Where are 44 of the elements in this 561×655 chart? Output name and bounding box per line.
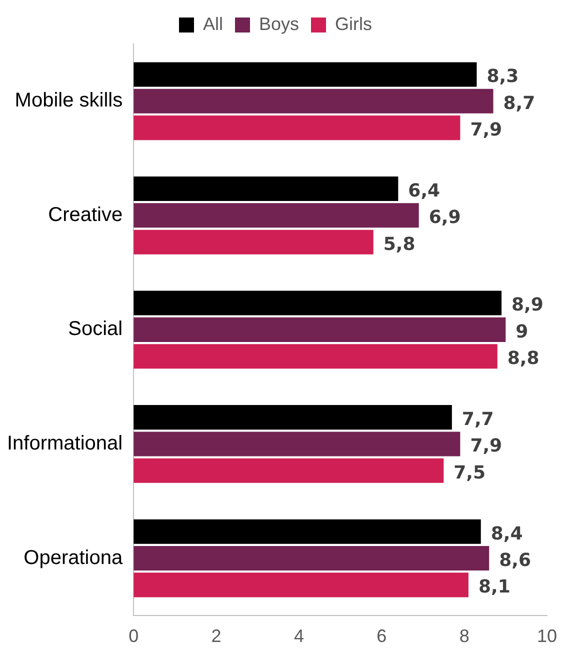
data-label: 8,7 bbox=[503, 92, 536, 114]
data-label: 8,6 bbox=[499, 550, 532, 571]
data-label: 7,5 bbox=[454, 462, 486, 484]
bar bbox=[134, 230, 374, 254]
data-label: 5,8 bbox=[383, 234, 416, 255]
data-label: 7,7 bbox=[462, 408, 494, 430]
legend-label: All bbox=[202, 14, 224, 34]
bar bbox=[134, 203, 419, 228]
bar bbox=[134, 458, 444, 483]
bar bbox=[134, 519, 481, 544]
data-label: 8,3 bbox=[486, 66, 519, 88]
bar bbox=[134, 317, 506, 342]
bar bbox=[134, 405, 452, 430]
bar bbox=[134, 290, 502, 316]
bar bbox=[134, 432, 460, 456]
x-tick-label: 10 bbox=[536, 626, 558, 646]
bar bbox=[134, 116, 460, 140]
data-label: 7,9 bbox=[470, 119, 502, 140]
data-label: 8,4 bbox=[490, 523, 523, 544]
x-tick-label: 4 bbox=[294, 626, 304, 646]
data-label: 7,9 bbox=[470, 436, 502, 457]
y-tick-label: Social bbox=[68, 318, 123, 340]
legend-label: Boys bbox=[258, 14, 300, 34]
data-label: 6,4 bbox=[408, 180, 440, 202]
bar bbox=[134, 176, 398, 202]
data-label: 6,9 bbox=[428, 207, 461, 228]
x-tick-label: 0 bbox=[128, 626, 139, 646]
bar bbox=[134, 88, 494, 114]
bar bbox=[134, 344, 498, 369]
data-label: 8,8 bbox=[507, 348, 540, 370]
data-label: 9 bbox=[516, 321, 528, 342]
x-tick-label: 2 bbox=[211, 626, 222, 646]
data-label: 8,1 bbox=[478, 576, 510, 598]
x-tick-label: 8 bbox=[459, 626, 470, 646]
legend-label: Girls bbox=[335, 14, 372, 34]
y-tick-label: Mobile skills bbox=[14, 90, 123, 112]
x-tick-label: 6 bbox=[376, 626, 387, 646]
data-label: 8,9 bbox=[512, 294, 544, 316]
bar bbox=[134, 572, 468, 598]
y-tick-label: Operationa bbox=[24, 546, 124, 569]
bar bbox=[134, 62, 477, 87]
y-tick-label: Creative bbox=[48, 204, 123, 226]
bar bbox=[134, 546, 490, 571]
y-tick-label: Informational bbox=[6, 432, 123, 454]
